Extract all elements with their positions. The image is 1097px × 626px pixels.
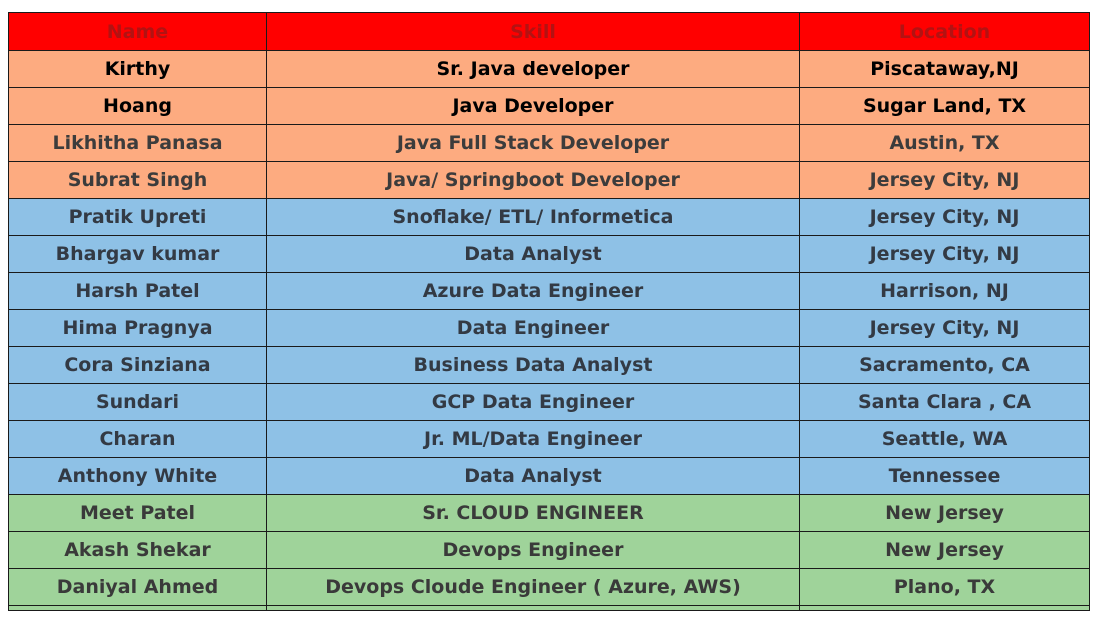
cell-location: Seattle, WA xyxy=(799,420,1090,458)
cell-empty xyxy=(8,605,267,611)
cell-skill: Java/ Springboot Developer xyxy=(266,161,800,199)
table-row: Pratik Upreti Snoflake/ ETL/ Informetica J… xyxy=(8,198,1090,236)
cell-name: Kirthy xyxy=(8,50,267,88)
cell-name: Cora Sinziana xyxy=(8,346,267,384)
cell-skill: Azure Data Engineer xyxy=(266,272,800,310)
table-header-row: Name Skill Location xyxy=(8,12,1090,51)
cell-name: Daniyal Ahmed xyxy=(8,568,267,606)
cell-name: Hima Pragnya xyxy=(8,309,267,347)
cell-location: Sugar Land, TX xyxy=(799,87,1090,125)
cell-name: Subrat Singh xyxy=(8,161,267,199)
cell-location: Austin, TX xyxy=(799,124,1090,162)
cell-skill: Sr. CLOUD ENGINEER xyxy=(266,494,800,532)
table-row: Bhargav kumar Data Analyst Jersey City, NJ xyxy=(8,235,1090,273)
table-body: Kirthy Sr. Java developer Piscataway,NJ Ho… xyxy=(8,50,1090,611)
cell-location: Santa Clara , CA xyxy=(799,383,1090,421)
table-row: Hima Pragnya Data Engineer Jersey City, NJ xyxy=(8,309,1090,347)
table-row: Harsh Patel Azure Data Engineer Harrison, … xyxy=(8,272,1090,310)
cell-location: Jersey City, NJ xyxy=(799,198,1090,236)
table-row: Akash Shekar Devops Engineer New Jersey xyxy=(8,531,1090,569)
table-row: Sundari GCP Data Engineer Santa Clara , CA xyxy=(8,383,1090,421)
table-row: Likhitha Panasa Java Full Stack Developer… xyxy=(8,124,1090,162)
cell-location: Jersey City, NJ xyxy=(799,309,1090,347)
cell-name: Sundari xyxy=(8,383,267,421)
cell-location: Plano, TX xyxy=(799,568,1090,606)
cell-skill: Java Developer xyxy=(266,87,800,125)
cell-skill: Sr. Java developer xyxy=(266,50,800,88)
cell-name: Anthony White xyxy=(8,457,267,495)
table-row: Cora Sinziana Business Data Analyst Sacram… xyxy=(8,346,1090,384)
cell-skill: Data Analyst xyxy=(266,457,800,495)
header-skill: Skill xyxy=(266,12,800,51)
table-row: Kirthy Sr. Java developer Piscataway,NJ xyxy=(8,50,1090,88)
cell-location: Piscataway,NJ xyxy=(799,50,1090,88)
cell-empty xyxy=(266,605,800,611)
cell-name: Charan xyxy=(8,420,267,458)
cell-skill: Data Analyst xyxy=(266,235,800,273)
cell-location: Jersey City, NJ xyxy=(799,235,1090,273)
cell-skill: Devops Engineer xyxy=(266,531,800,569)
cell-location: Jersey City, NJ xyxy=(799,161,1090,199)
cell-skill: GCP Data Engineer xyxy=(266,383,800,421)
cell-skill: Data Engineer xyxy=(266,309,800,347)
cell-name: Meet Patel xyxy=(8,494,267,532)
table-row: Hoang Java Developer Sugar Land, TX xyxy=(8,87,1090,125)
cell-name: Pratik Upreti xyxy=(8,198,267,236)
cell-skill: Java Full Stack Developer xyxy=(266,124,800,162)
table-row: Meet Patel Sr. CLOUD ENGINEER New Jersey xyxy=(8,494,1090,532)
cell-skill: Jr. ML/Data Engineer xyxy=(266,420,800,458)
cell-location: Tennessee xyxy=(799,457,1090,495)
cell-location: New Jersey xyxy=(799,494,1090,532)
header-location: Location xyxy=(799,12,1090,51)
table-row: Daniyal Ahmed Devops Cloude Engineer ( Az… xyxy=(8,568,1090,606)
candidate-table-container: Name Skill Location Kirthy Sr. Java devel… xyxy=(8,12,1090,611)
cell-name: Bhargav kumar xyxy=(8,235,267,273)
cell-name: Harsh Patel xyxy=(8,272,267,310)
cell-name: Akash Shekar xyxy=(8,531,267,569)
cell-name: Hoang xyxy=(8,87,267,125)
table-row: Anthony White Data Analyst Tennessee xyxy=(8,457,1090,495)
cell-skill: Business Data Analyst xyxy=(266,346,800,384)
candidate-table: Name Skill Location Kirthy Sr. Java devel… xyxy=(8,12,1090,611)
cell-location: Sacramento, CA xyxy=(799,346,1090,384)
table-row: Charan Jr. ML/Data Engineer Seattle, WA xyxy=(8,420,1090,458)
table-row-partial xyxy=(8,605,1090,611)
header-name: Name xyxy=(8,12,267,51)
cell-skill: Snoflake/ ETL/ Informetica xyxy=(266,198,800,236)
cell-location: New Jersey xyxy=(799,531,1090,569)
cell-location: Harrison, NJ xyxy=(799,272,1090,310)
cell-skill: Devops Cloude Engineer ( Azure, AWS) xyxy=(266,568,800,606)
table-row: Subrat Singh Java/ Springboot Developer Je… xyxy=(8,161,1090,199)
cell-empty xyxy=(799,605,1090,611)
cell-name: Likhitha Panasa xyxy=(8,124,267,162)
